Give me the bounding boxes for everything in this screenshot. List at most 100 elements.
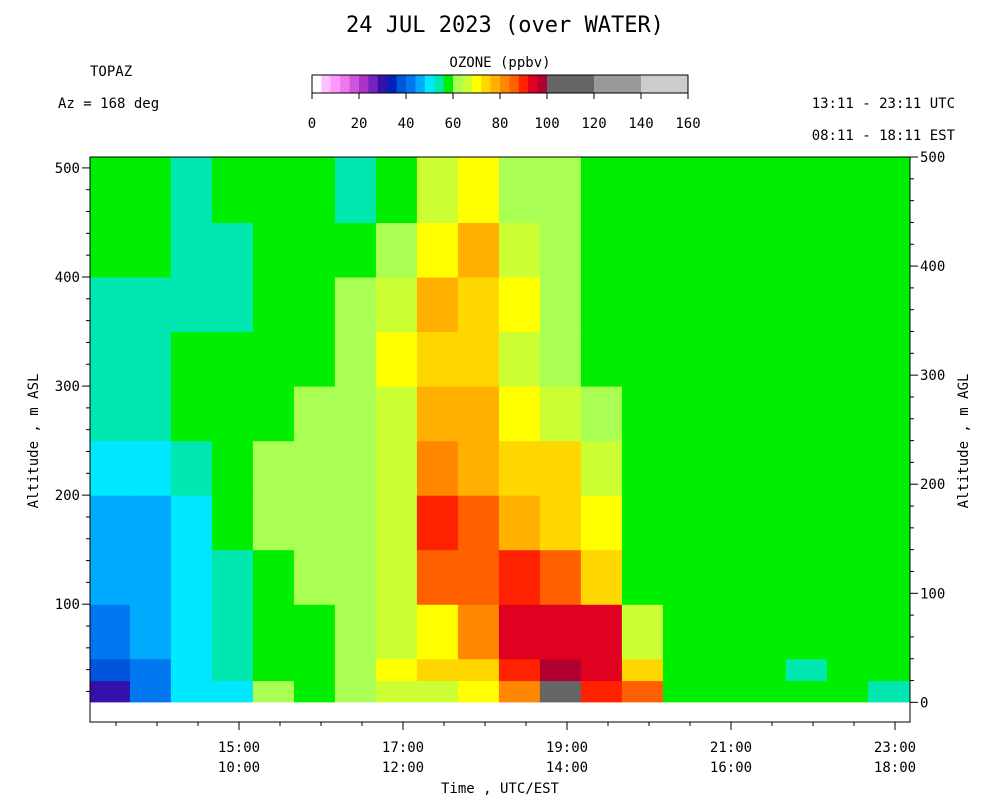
heatmap-cell: [703, 680, 746, 703]
heatmap-cell: [662, 658, 705, 682]
heatmap-cell: [785, 277, 828, 333]
colorbar-swatch: [443, 75, 454, 93]
heatmap-cell: [334, 658, 377, 682]
heatmap-cell: [334, 680, 377, 703]
colorbar-tick-label: 60: [445, 116, 462, 132]
heatmap-cell: [826, 157, 869, 223]
heatmap-cell: [416, 277, 459, 333]
colorbar-swatch: [368, 75, 379, 93]
heatmap-cell: [89, 680, 131, 703]
heatmap-cell: [252, 222, 295, 278]
colorbar-swatch: [349, 75, 360, 93]
x-tick-label-est: 14:00: [546, 760, 588, 776]
heatmap-cell: [539, 549, 582, 605]
heatmap-cell: [375, 222, 418, 278]
heatmap-cell: [498, 440, 541, 496]
heatmap-cell: [211, 440, 254, 496]
heatmap-cell: [826, 386, 869, 442]
heatmap-cell: [89, 157, 131, 223]
x-tick-label-est: 10:00: [218, 760, 260, 776]
heatmap-cell: [375, 157, 418, 223]
heatmap-cell: [498, 604, 541, 660]
heatmap-cell: [826, 222, 869, 278]
heatmap-cell: [293, 277, 336, 333]
heatmap-cell: [375, 680, 418, 703]
heatmap-cell: [580, 680, 623, 703]
heatmap-cell: [252, 157, 295, 223]
colorbar-swatch: [509, 75, 520, 93]
heatmap-cell: [416, 495, 459, 551]
heatmap-cell: [580, 157, 623, 223]
heatmap-cell: [580, 222, 623, 278]
heatmap-cell: [252, 331, 295, 387]
heatmap-cell: [129, 386, 172, 442]
heatmap-cell: [457, 331, 500, 387]
y-left-tick-label: 500: [55, 161, 80, 177]
heatmap-cell: [785, 658, 828, 682]
heatmap-cell: [457, 658, 500, 682]
heatmap-cell: [334, 495, 377, 551]
heatmap-cell: [457, 386, 500, 442]
heatmap-cell: [744, 604, 787, 660]
heatmap-cell: [867, 277, 911, 333]
heatmap-cell: [129, 604, 172, 660]
heatmap-cell: [621, 549, 664, 605]
heatmap-cell: [539, 386, 582, 442]
heatmap-cell: [293, 680, 336, 703]
heatmap-cell: [89, 386, 131, 442]
colorbar-swatch: [528, 75, 538, 93]
heatmap-cell: [293, 222, 336, 278]
heatmap-cell: [170, 440, 213, 496]
heatmap-cell: [170, 658, 213, 682]
heatmap-cell: [457, 680, 500, 703]
heatmap-cell: [826, 604, 869, 660]
heatmap-cell: [703, 658, 746, 682]
heatmap-cell: [785, 495, 828, 551]
heatmap-cell: [498, 331, 541, 387]
instrument-label: TOPAZ: [90, 64, 132, 80]
heatmap-cell: [170, 680, 213, 703]
y-left-tick-label: 400: [55, 270, 80, 286]
heatmap-cell: [580, 549, 623, 605]
heatmap-cell: [211, 331, 254, 387]
heatmap-cell: [211, 680, 254, 703]
heatmap-cell: [129, 658, 172, 682]
heatmap-cell: [703, 277, 746, 333]
colorbar-swatch: [490, 75, 501, 93]
heatmap-cell: [867, 658, 911, 682]
y-right-tick-label: 100: [920, 586, 945, 602]
heatmap-cell: [785, 386, 828, 442]
heatmap-cell: [539, 331, 582, 387]
heatmap-cell: [867, 386, 911, 442]
heatmap-cell: [703, 495, 746, 551]
heatmap-cell: [662, 331, 705, 387]
heatmap-cell: [867, 157, 911, 223]
heatmap-cell: [580, 331, 623, 387]
heatmap-cell: [785, 549, 828, 605]
colorbar-swatch: [424, 75, 435, 93]
heatmap-cell: [703, 157, 746, 223]
heatmap-cell: [785, 680, 828, 703]
y-right-tick-label: 500: [920, 150, 945, 166]
colorbar-swatch: [387, 75, 397, 93]
heatmap-cell: [621, 157, 664, 223]
heatmap-cell: [334, 440, 377, 496]
heatmap-cell: [416, 222, 459, 278]
heatmap-cell: [252, 495, 295, 551]
heatmap-cell: [129, 331, 172, 387]
heatmap-cell: [457, 277, 500, 333]
heatmap-cell: [334, 604, 377, 660]
y-axis-left-label: Altitude , m ASL: [26, 374, 42, 509]
heatmap-cell: [457, 495, 500, 551]
y-left-tick-label: 300: [55, 379, 80, 395]
x-tick-label-utc: 19:00: [546, 740, 588, 756]
heatmap-cell: [89, 549, 131, 605]
heatmap-cell: [457, 440, 500, 496]
heatmap-cell: [621, 331, 664, 387]
heatmap-cell: [539, 440, 582, 496]
colorbar-swatch: [321, 75, 332, 93]
colorbar-label: OZONE (ppbv): [449, 55, 550, 71]
heatmap-cell: [498, 549, 541, 605]
heatmap-cell: [580, 440, 623, 496]
